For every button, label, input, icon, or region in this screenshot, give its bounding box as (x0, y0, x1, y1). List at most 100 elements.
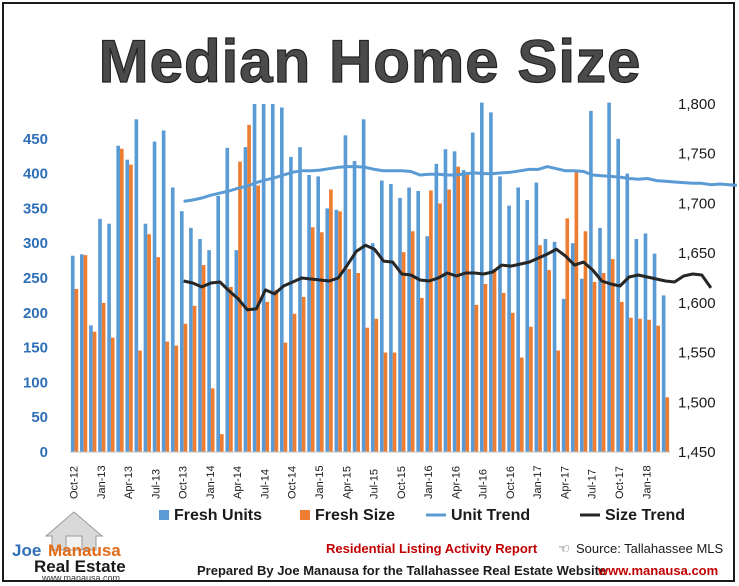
fresh-size-bar (583, 231, 588, 452)
x-tick-label: Jan-17 (532, 465, 544, 499)
fresh-units-bar (652, 253, 657, 452)
fresh-units-bar (352, 161, 357, 452)
fresh-size-bar (610, 259, 615, 452)
house-door-icon (65, 535, 83, 551)
x-tick-label: Jan-16 (423, 465, 435, 499)
fresh-size-bar (383, 352, 388, 452)
fresh-units-bar (552, 241, 557, 452)
fresh-size-bar (265, 301, 270, 452)
fresh-units-bar (270, 104, 275, 452)
fresh-units-bar (398, 197, 402, 452)
fresh-size-bar (174, 345, 179, 452)
fresh-units-bar (616, 138, 620, 453)
fresh-units-bar (643, 233, 648, 452)
fresh-units-bar (98, 218, 102, 452)
fresh-size-bar (347, 269, 351, 452)
fresh-size-bar (520, 357, 524, 452)
right-axis-ticks: 1,450 1,500 1,550 1,600 1,650 1,700 1,750 1,800 (678, 96, 716, 461)
fresh-size-bar (565, 218, 570, 452)
left-tick-label: 200 (23, 305, 48, 322)
fresh-size-bar (356, 273, 360, 452)
fresh-units-bar (507, 205, 511, 452)
fresh-size-bar (120, 148, 124, 452)
fresh-size-bar (665, 397, 670, 452)
fresh-size-bar (210, 388, 215, 452)
left-tick-label: 450 (23, 131, 48, 148)
fresh-size-bar (547, 270, 551, 452)
fresh-units-bar (80, 254, 84, 452)
fresh-size-bar (238, 161, 242, 452)
right-tick-label: 1,500 (678, 394, 716, 411)
legend-swatch-fresh-units (159, 510, 169, 520)
fresh-size-bar (574, 171, 579, 452)
fresh-size-bar (447, 189, 451, 452)
fresh-units-bar (189, 227, 193, 452)
fresh-size-bar (401, 252, 406, 452)
fresh-size-bar (392, 352, 397, 452)
source-text: Source: Tallahassee MLS (576, 541, 724, 556)
prepared-by: Prepared By Joe Manausa for the Tallahas… (197, 563, 606, 578)
pointer-hand-icon: ☜ (558, 541, 570, 556)
x-tick-label: Oct-15 (396, 466, 408, 499)
fresh-units-bar (543, 239, 548, 452)
x-tick-label: Jan-13 (96, 465, 108, 499)
size-trend-line (183, 243, 713, 312)
fresh-units-bar (489, 112, 493, 453)
fresh-units-bar (180, 211, 184, 452)
bar-group (70, 102, 670, 453)
fresh-units-bar (107, 223, 111, 452)
fresh-size-bar (420, 297, 424, 452)
website-url: www.manausa.com (597, 563, 718, 578)
fresh-size-bar (101, 302, 106, 452)
x-tick-label: Jan-14 (205, 465, 217, 499)
fresh-units-bar (570, 243, 575, 452)
fresh-units-bar (380, 180, 384, 452)
fresh-units-bar (170, 187, 175, 452)
fresh-units-bar (89, 325, 93, 452)
logo-url: www.manausa.com (41, 573, 120, 583)
fresh-units-bar (116, 145, 120, 452)
x-tick-label: Jul-13 (150, 469, 162, 499)
fresh-units-bar (198, 239, 202, 452)
fresh-units-bar (389, 184, 393, 453)
fresh-size-bar (556, 350, 560, 452)
fresh-units-bar (498, 176, 502, 452)
x-tick-label: Jul-15 (369, 469, 381, 499)
left-tick-label: 350 (23, 200, 48, 217)
house-icon (44, 511, 104, 551)
left-tick-label: 0 (40, 444, 48, 461)
x-tick-label: Oct-14 (287, 466, 299, 499)
fresh-size-bar (510, 312, 515, 452)
fresh-units-bar (343, 135, 348, 452)
fresh-units-bar (416, 191, 420, 452)
fresh-units-bar (470, 132, 475, 452)
fresh-units-bar (152, 141, 157, 453)
fresh-size-bar (629, 317, 633, 452)
logo-real-estate: Real Estate (34, 557, 126, 576)
fresh-units-bar (407, 187, 411, 452)
fresh-units-bar (598, 227, 602, 452)
fresh-units-bar (280, 107, 284, 452)
right-tick-label: 1,650 (678, 245, 716, 262)
fresh-size-bar (201, 265, 206, 452)
fresh-size-bar (83, 255, 88, 452)
legend: Fresh Units Fresh Size Unit Trend Size T… (159, 507, 685, 524)
fresh-size-bar (301, 296, 306, 452)
x-tick-label: Jan-18 (641, 465, 653, 499)
fresh-size-bar (283, 342, 288, 452)
fresh-size-bar (492, 269, 497, 452)
left-axis-ticks: 0 50 100 150 200 250 300 350 400 450 (23, 131, 48, 461)
legend-size-trend: Size Trend (605, 507, 685, 524)
fresh-units-bar (334, 209, 339, 452)
left-tick-label: 300 (23, 235, 48, 252)
fresh-units-bar (661, 295, 666, 452)
left-tick-label: 50 (31, 409, 48, 426)
fresh-units-bar (516, 187, 520, 452)
fresh-units-bar (607, 102, 611, 452)
fresh-units-bar (580, 278, 584, 452)
x-tick-label: Apr-17 (559, 466, 571, 499)
fresh-units-bar (207, 250, 211, 452)
fresh-units-bar (325, 208, 330, 452)
fresh-size-bar (465, 174, 470, 452)
fresh-units-bar (161, 130, 166, 452)
